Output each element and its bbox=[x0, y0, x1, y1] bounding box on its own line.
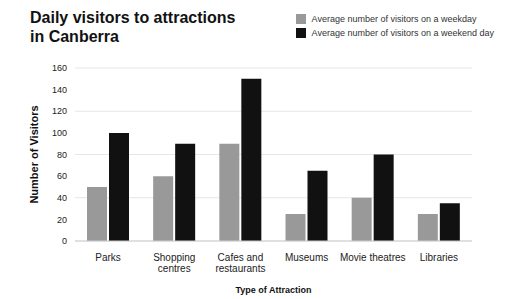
svg-text:20: 20 bbox=[57, 215, 67, 225]
svg-text:Number of Visitors: Number of Visitors bbox=[28, 105, 40, 203]
svg-text:80: 80 bbox=[57, 150, 67, 160]
svg-text:Libraries: Libraries bbox=[420, 252, 458, 263]
svg-text:Type of Attraction: Type of Attraction bbox=[236, 285, 312, 295]
html-text:Average number of visitors on: Average number of visitors on a weekend … bbox=[311, 28, 494, 38]
svg-text:0: 0 bbox=[62, 236, 67, 246]
svg-text:40: 40 bbox=[57, 193, 67, 203]
svg-text:160: 160 bbox=[52, 63, 67, 73]
svg-text:120: 120 bbox=[52, 106, 67, 116]
svg-text:100: 100 bbox=[52, 128, 67, 138]
html-text:Daily visitors to attractions: Daily visitors to attractions in Canberr… bbox=[30, 9, 236, 45]
svg-text:Parks: Parks bbox=[95, 252, 121, 263]
svg-text:Shoppingcentres: Shoppingcentres bbox=[153, 252, 195, 274]
svg-text:60: 60 bbox=[57, 171, 67, 181]
svg-text:140: 140 bbox=[52, 85, 67, 95]
html-text:Average number of visitors on: Average number of visitors on a weekday bbox=[311, 14, 477, 24]
svg-text:Cafes andrestaurants: Cafes andrestaurants bbox=[215, 252, 265, 274]
svg-text:Movie theatres: Movie theatres bbox=[340, 252, 406, 263]
svg-text:Museums: Museums bbox=[285, 252, 328, 263]
